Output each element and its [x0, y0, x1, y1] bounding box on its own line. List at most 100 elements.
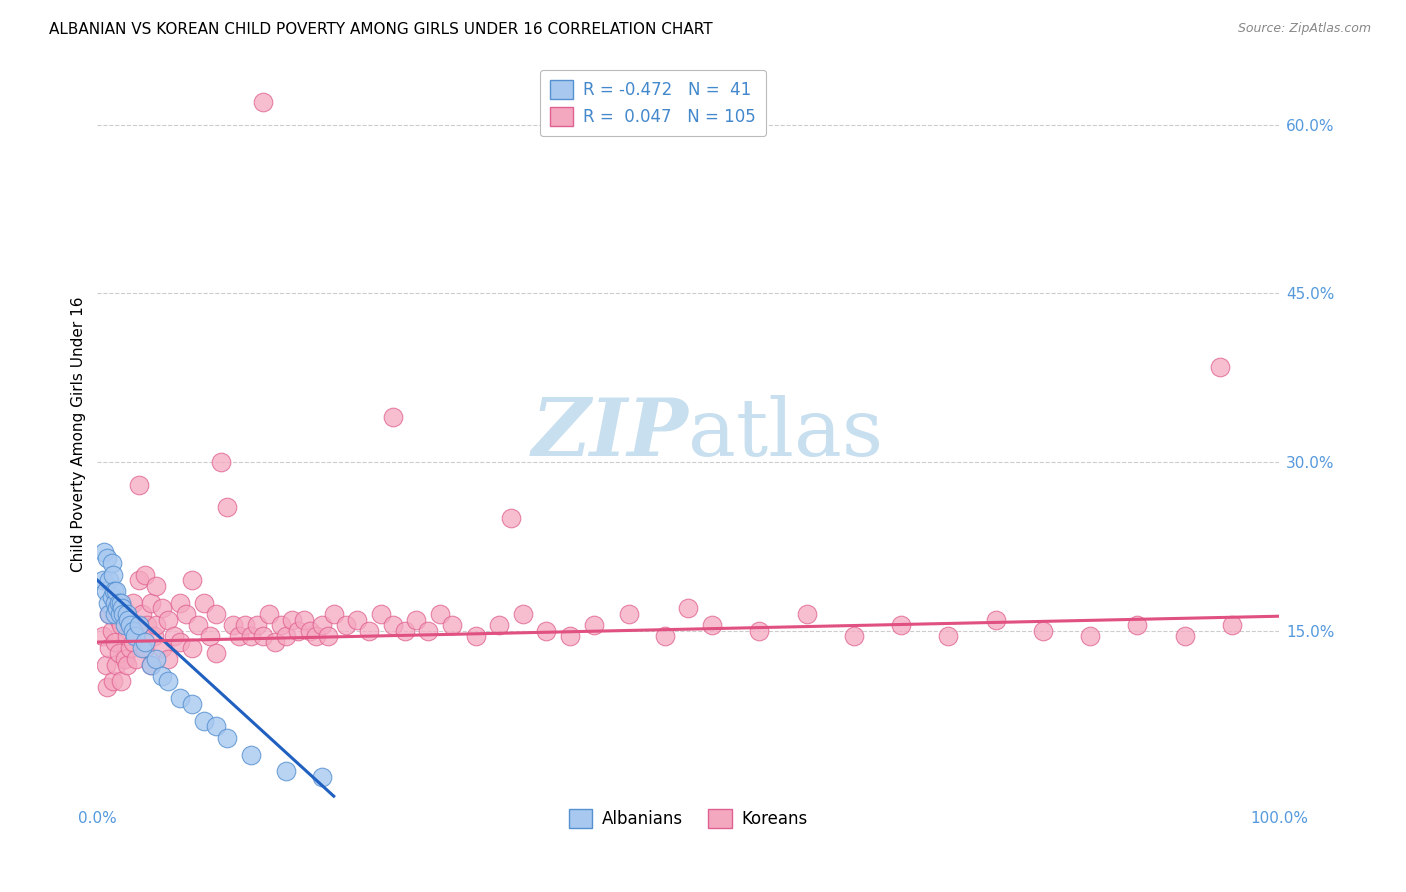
Point: [499, 511, 522, 525]
Legend: Albanians, Koreans: Albanians, Koreans: [562, 803, 814, 835]
Point: [180, 697, 202, 711]
Point: [117, 613, 139, 627]
Point: [276, 764, 298, 779]
Point: [187, 618, 209, 632]
Point: [163, 630, 186, 644]
Point: [118, 613, 141, 627]
Point: [136, 618, 159, 632]
Point: [335, 618, 357, 632]
Point: [233, 618, 256, 632]
Point: [110, 674, 132, 689]
Point: [124, 630, 146, 644]
Point: [240, 747, 263, 762]
Point: [560, 630, 582, 644]
Point: [394, 624, 416, 638]
Point: [1209, 359, 1232, 374]
Point: [101, 674, 124, 689]
Point: [890, 618, 912, 632]
Point: [128, 573, 150, 587]
Point: [107, 646, 129, 660]
Point: [322, 607, 344, 621]
Point: [311, 770, 333, 784]
Point: [98, 573, 121, 587]
Point: [98, 640, 121, 655]
Point: [440, 618, 463, 632]
Point: [134, 635, 156, 649]
Point: [91, 630, 114, 644]
Point: [204, 719, 226, 733]
Point: [139, 657, 162, 672]
Point: [125, 652, 148, 666]
Point: [169, 635, 191, 649]
Point: [984, 613, 1007, 627]
Point: [94, 584, 117, 599]
Point: [276, 630, 298, 644]
Point: [100, 624, 122, 638]
Point: [842, 630, 865, 644]
Point: [120, 618, 142, 632]
Text: ALBANIAN VS KOREAN CHILD POVERTY AMONG GIRLS UNDER 16 CORRELATION CHART: ALBANIAN VS KOREAN CHILD POVERTY AMONG G…: [49, 22, 713, 37]
Point: [107, 596, 129, 610]
Point: [131, 607, 153, 621]
Point: [1032, 624, 1054, 638]
Point: [105, 657, 128, 672]
Point: [217, 500, 239, 515]
Point: [316, 630, 339, 644]
Point: [198, 630, 221, 644]
Point: [270, 618, 292, 632]
Point: [112, 601, 135, 615]
Point: [150, 601, 173, 615]
Point: [169, 596, 191, 610]
Point: [98, 607, 121, 621]
Point: [104, 635, 127, 649]
Point: [700, 618, 723, 632]
Point: [110, 596, 132, 610]
Point: [299, 624, 322, 638]
Point: [139, 596, 162, 610]
Point: [121, 624, 143, 638]
Point: [128, 618, 150, 632]
Point: [94, 657, 117, 672]
Point: [252, 95, 274, 110]
Point: [281, 613, 304, 627]
Point: [1126, 618, 1149, 632]
Point: [512, 607, 534, 621]
Point: [97, 596, 120, 610]
Point: [228, 630, 250, 644]
Point: [93, 545, 115, 559]
Point: [103, 584, 125, 599]
Point: [107, 601, 129, 615]
Point: [145, 652, 167, 666]
Point: [110, 618, 132, 632]
Point: [193, 596, 215, 610]
Point: [488, 618, 510, 632]
Point: [429, 607, 451, 621]
Point: [381, 618, 404, 632]
Point: [193, 714, 215, 728]
Point: [359, 624, 381, 638]
Point: [121, 596, 143, 610]
Point: [96, 680, 118, 694]
Point: [796, 607, 818, 621]
Point: [100, 557, 122, 571]
Point: [100, 590, 122, 604]
Point: [381, 410, 404, 425]
Point: [748, 624, 770, 638]
Y-axis label: Child Poverty Among Girls Under 16: Child Poverty Among Girls Under 16: [72, 296, 86, 572]
Point: [145, 579, 167, 593]
Point: [222, 618, 245, 632]
Point: [108, 607, 131, 621]
Point: [211, 455, 233, 469]
Point: [115, 630, 138, 644]
Point: [91, 573, 114, 587]
Point: [128, 477, 150, 491]
Point: [305, 630, 328, 644]
Point: [311, 618, 333, 632]
Point: [157, 613, 180, 627]
Point: [104, 596, 127, 610]
Point: [96, 550, 118, 565]
Point: [938, 630, 960, 644]
Point: [169, 691, 191, 706]
Point: [104, 607, 127, 621]
Point: [112, 607, 135, 621]
